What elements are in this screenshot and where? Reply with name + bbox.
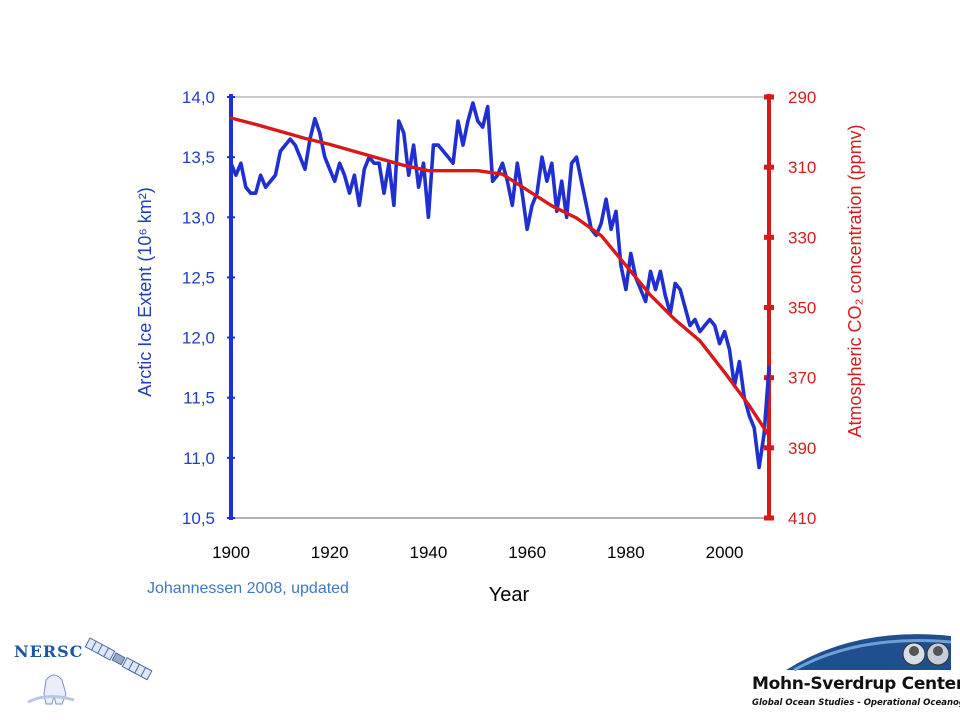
nersc-logo-text: NERSC	[14, 642, 84, 661]
msc-logo-name: Mohn-Sverdrup Center	[752, 674, 960, 694]
right-tick-mark	[764, 515, 774, 521]
right-tick-label: 410	[788, 509, 816, 528]
right-axis-title: Atmospheric CO₂ concentration (ppmv)	[845, 124, 865, 437]
mohn-sverdrup-logo: Mohn-Sverdrup Center Global Ocean Studie…	[746, 632, 960, 716]
right-tick-mark	[764, 94, 774, 100]
left-axis-title: Arctic Ice Extent (10⁶ km²)	[135, 187, 155, 396]
right-tick-label: 390	[788, 439, 816, 458]
x-tick-label: 1900	[212, 543, 250, 562]
left-tick-label: 11,0	[183, 449, 215, 468]
x-tick-label: 1940	[410, 543, 448, 562]
right-tick-label: 310	[788, 158, 816, 177]
globe-portraits-icon	[786, 634, 952, 672]
x-tick-label: 1920	[311, 543, 349, 562]
left-axis-ticks: 14,0 13,5 13,0 12,5 12,0 11,5 11,0 10,5	[182, 88, 235, 528]
left-tick-label: 13,5	[182, 148, 215, 167]
left-tick-label: 14,0	[182, 88, 215, 107]
ice-extent-series-line	[229, 101, 771, 470]
right-tick-label: 350	[788, 299, 816, 318]
series-layer	[229, 101, 771, 470]
left-tick-label: 12,0	[182, 329, 215, 348]
right-tick-mark	[764, 234, 774, 240]
x-tick-label: 1980	[607, 543, 645, 562]
right-tick-label: 290	[788, 88, 816, 107]
co2-series-line	[229, 116, 771, 438]
left-tick-label: 11,5	[183, 389, 215, 408]
msc-logo-subtitle: Global Ocean Studies - Operational Ocean…	[752, 698, 960, 708]
left-tick-label: 12,5	[182, 268, 215, 287]
satellite-icon	[27, 637, 153, 705]
x-axis-ticks: 1900 1920 1940 1960 1980 2000	[212, 543, 743, 562]
nersc-logo: NERSC	[6, 632, 166, 712]
right-tick-mark	[764, 445, 774, 451]
right-axis-ticks: 290 310 330 350 370 390 410	[764, 88, 816, 528]
right-tick-mark	[764, 164, 774, 170]
right-tick-label: 330	[788, 228, 816, 247]
right-tick-label: 370	[788, 369, 816, 388]
x-tick-label: 2000	[706, 543, 744, 562]
x-tick-label: 1960	[508, 543, 546, 562]
right-tick-mark	[764, 305, 774, 310]
source-annotation: Johannessen 2008, updated	[147, 580, 349, 597]
left-tick-label: 13,0	[182, 208, 215, 227]
left-tick-label: 10,5	[182, 509, 215, 528]
x-axis-title: Year	[489, 584, 530, 606]
